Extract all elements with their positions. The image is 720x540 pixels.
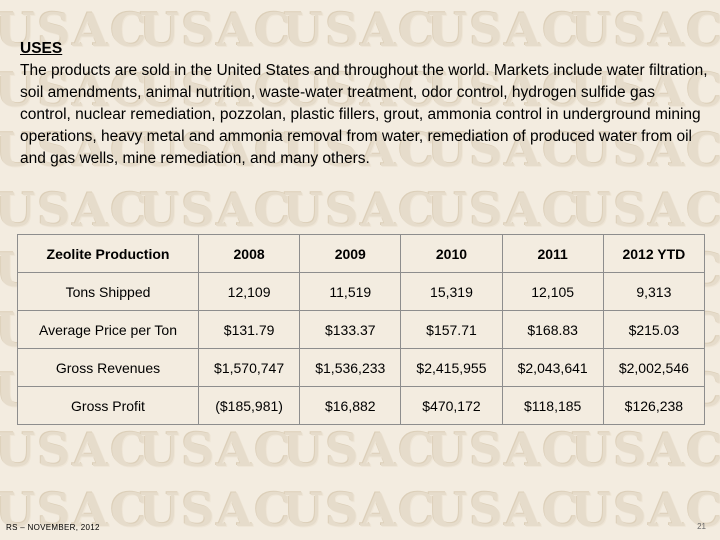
table-cell: 11,519 [299,272,402,311]
table-cell: $1,536,233 [299,348,402,387]
watermark-logo: USAC [139,3,293,57]
watermark-logo: USAC [427,3,581,57]
watermark-logo: USAC [571,183,720,237]
watermark-logo: USAC [283,63,437,117]
watermark-logo: USAC [139,483,293,537]
table-cell: $470,172 [400,386,503,425]
watermark-logo: USAC [0,423,149,477]
watermark-logo: USAC [139,123,293,177]
table-cell: $168.83 [501,310,604,349]
watermark-logo: USAC [571,63,720,117]
watermark-logo: USAC [139,423,293,477]
watermark-logo: USAC [427,483,581,537]
table-cell: $157.71 [400,310,503,349]
watermark-logo: USAC [571,3,720,57]
watermark-logo: USAC [427,183,581,237]
table-cell: 9,313 [602,272,706,311]
page-number: 21 [697,522,706,531]
uses-section: USES The products are sold in the United… [20,38,710,170]
table-cell: $1,570,747 [197,348,301,387]
table-cell: $118,185 [501,386,604,425]
watermark-logo: USAC [0,63,149,117]
watermark-logo: USAC [0,483,149,537]
row-label: Gross Revenues [17,348,199,387]
table-cell: $2,415,955 [400,348,503,387]
watermark-logo: USAC [0,183,149,237]
table-cell: $2,002,546 [602,348,706,387]
table-cell: 12,109 [197,272,301,311]
footer-text: RS – NOVEMBER, 2012 [6,523,100,532]
table-cell: $133.37 [299,310,402,349]
watermark-logo: USAC [139,183,293,237]
watermark-logo: USAC [283,123,437,177]
uses-paragraph: The products are sold in the United Stat… [20,62,708,167]
row-label: Tons Shipped [17,272,199,311]
table-header-cell: 2012 YTD [602,234,706,273]
watermark-logo: USAC [571,483,720,537]
zeolite-production-table: Zeolite Production 2008 2009 2010 2011 2… [17,234,706,425]
watermark-logo: USAC [283,423,437,477]
watermark-logo: USAC [283,483,437,537]
table-cell: $2,043,641 [501,348,604,387]
table-cell: $16,882 [299,386,402,425]
uses-heading: USES [20,40,63,57]
table-row-average-price: Average Price per Ton $131.79 $133.37 $1… [17,310,706,349]
watermark-logo: USAC [0,123,149,177]
table-header-cell: 2009 [299,234,402,273]
watermark-logo: USAC [427,123,581,177]
row-label: Average Price per Ton [17,310,199,349]
watermark-logo: USAC [139,63,293,117]
table-row-gross-revenues: Gross Revenues $1,570,747 $1,536,233 $2,… [17,348,706,387]
table-row-gross-profit: Gross Profit ($185,981) $16,882 $470,172… [17,386,706,425]
table-cell: 15,319 [400,272,503,311]
table-cell: ($185,981) [197,386,301,425]
row-label: Gross Profit [17,386,199,425]
watermark-logo: USAC [427,423,581,477]
table-row-tons-shipped: Tons Shipped 12,109 11,519 15,319 12,105… [17,272,706,311]
watermark-logo: USAC [0,3,149,57]
table-header-cell: 2008 [197,234,301,273]
table-header-cell: 2010 [400,234,503,273]
table-cell: $131.79 [197,310,301,349]
watermark-logo: USAC [427,63,581,117]
table-header-cell: 2011 [501,234,604,273]
table-cell: $215.03 [602,310,706,349]
table-header-row: Zeolite Production 2008 2009 2010 2011 2… [17,234,706,273]
table-cell: 12,105 [501,272,604,311]
watermark-logo: USAC [571,123,720,177]
table-header-cell: Zeolite Production [17,234,199,273]
table-cell: $126,238 [602,386,706,425]
watermark-logo: USAC [571,423,720,477]
watermark-logo: USAC [283,183,437,237]
watermark-logo: USAC [283,3,437,57]
